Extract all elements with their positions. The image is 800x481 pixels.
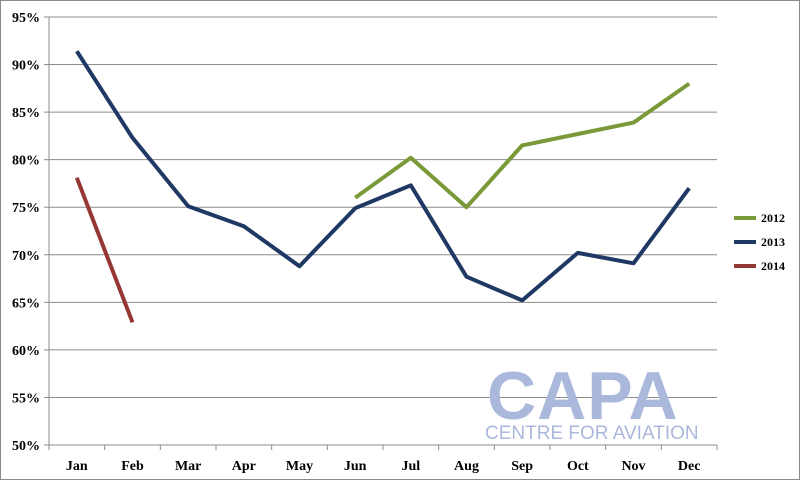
gridlines [49,16,717,398]
watermark-logo-text: CAPA [487,358,679,434]
x-tick-label: Aug [454,459,479,474]
series-line-2013 [75,50,691,303]
x-tick-label: Nov [621,459,645,474]
y-tick-label: 95% [12,11,40,26]
series-line-2012 [354,81,691,210]
series-lines [74,50,691,324]
y-tick-label: 85% [12,106,40,121]
x-axis: Jan Feb Mar Apr May Jun Jul Aug Sep Oct Nov Dec [48,444,718,474]
y-tick-label: 70% [12,249,40,264]
y-tick-label: 60% [12,344,40,359]
x-tick-label: Jul [401,459,420,474]
capa-watermark: CAPA CENTRE FOR AVIATION [485,358,699,444]
x-tick-label: Apr [232,459,256,474]
y-tick-label: 90% [12,59,40,74]
y-axis: 50% 55% 60% 65% 70% 75% 80% 85% 90% 95% [12,11,50,454]
y-tick-label: 65% [12,296,40,311]
y-tick-label: 50% [12,439,40,454]
legend-label-2014: 2014 [761,259,785,273]
y-tick-label: 55% [12,391,40,406]
x-tick-label: May [286,459,313,474]
y-tick-label: 80% [12,154,40,169]
y-tick-label: 75% [12,201,40,216]
x-tick-label: Jun [344,459,367,474]
watermark-subtitle: CENTRE FOR AVIATION [485,423,699,444]
x-tick-label: Jan [66,459,88,474]
x-tick-label: Dec [678,459,701,474]
legend: 2012 2013 2014 [734,211,785,273]
legend-label-2013: 2013 [761,235,785,249]
legend-label-2012: 2012 [761,211,785,225]
x-tick-label: Mar [175,459,201,474]
series-line-2014 [74,176,135,324]
x-tick-label: Oct [567,459,589,474]
x-tick-label: Sep [511,459,533,474]
x-tick-label: Feb [121,459,144,474]
